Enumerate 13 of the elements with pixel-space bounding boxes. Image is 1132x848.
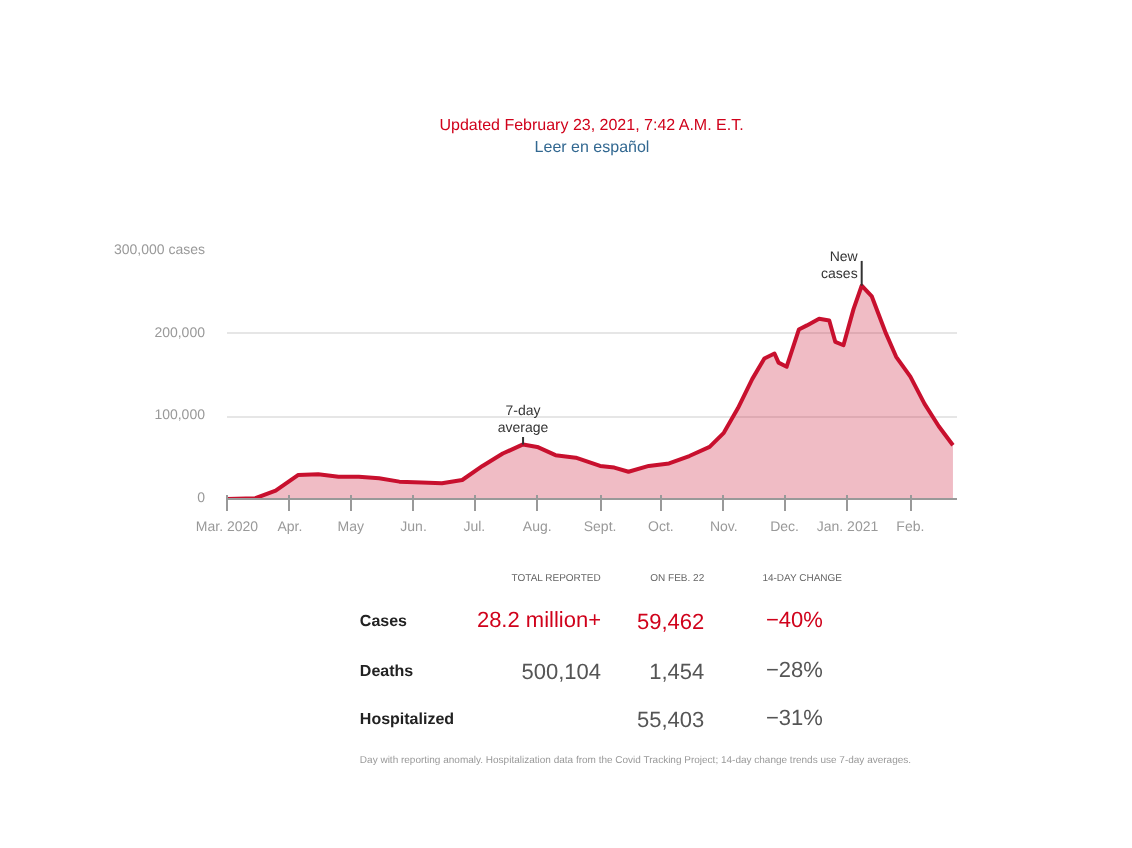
text: −28% [765, 659, 824, 683]
text: 59,462 [636, 611, 705, 635]
text: Cases [359, 612, 409, 630]
text: −40% [765, 609, 824, 633]
text: −31% [765, 707, 824, 731]
chart-title: Updated February 23, 2021, 7:42 A.M. E.T. [439, 116, 744, 134]
chart-subtitle: Leer en español [534, 138, 650, 156]
text: 28.2 million+ [476, 609, 602, 633]
text: Hospitalized [359, 710, 455, 728]
text: 1,454 [649, 661, 705, 685]
text: 500,104 [521, 661, 602, 685]
text: 55,403 [636, 709, 705, 733]
text: Deaths [359, 662, 415, 680]
